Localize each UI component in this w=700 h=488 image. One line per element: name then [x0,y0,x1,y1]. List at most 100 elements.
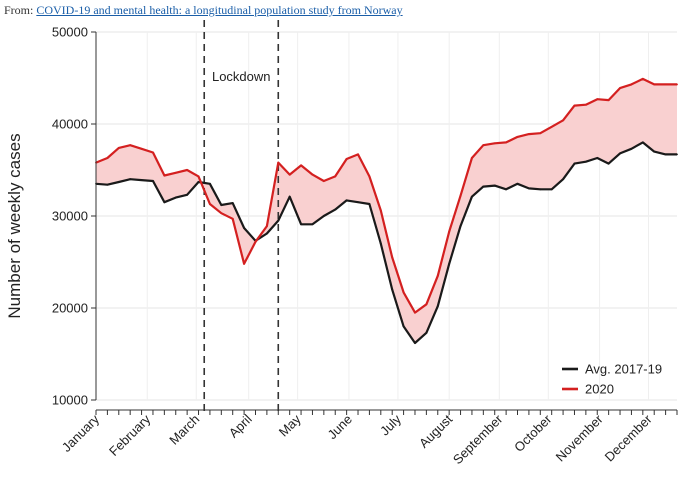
data-point [231,217,234,220]
data-point [630,83,633,86]
x-tick-label: August [416,411,455,450]
data-point [653,150,656,153]
data-point [459,194,462,197]
data-point [106,157,109,159]
data-point [140,147,143,150]
data-point [288,173,291,176]
axes: 10000 20000 30000 40000 50000 January February… [52,25,678,467]
data-point [152,151,154,154]
data-point [163,201,166,204]
x-tick-label: October [511,411,555,455]
data-point [368,175,371,178]
y-axis-label: Number of weekly cases [5,133,24,318]
data-point [254,240,257,243]
data-point [220,212,223,215]
data-point [288,195,291,198]
data-point [539,132,542,135]
legend-label: Avg. 2017-19 [585,362,662,377]
data-point [448,230,451,233]
data-point [174,171,177,174]
source-prefix: From: [4,3,34,17]
x-tick-label: April [226,411,255,440]
data-point [357,153,359,156]
data-point [653,83,656,86]
data-point [664,83,667,86]
data-point [311,223,314,226]
data-point [117,147,120,149]
data-point [152,180,154,182]
data-point [368,203,371,205]
data-point [528,187,530,190]
data-point [209,203,211,205]
data-point [619,152,621,155]
data-point [345,158,348,160]
data-point [528,133,530,136]
data-point [391,256,394,259]
x-tick-label: July [377,411,404,438]
data-point [186,193,189,196]
data-point [414,342,416,344]
data-point [425,331,428,334]
data-point [607,99,610,101]
x-tick-label: February [106,411,154,459]
data-point [516,135,519,138]
data-point [664,153,667,156]
legend: Avg. 2017-19 2020 [562,362,662,397]
y-tick-label: 40000 [52,117,88,132]
data-point [584,103,587,106]
data-point [641,78,644,80]
data-point [550,188,553,191]
data-point [505,141,508,144]
data-point [619,87,621,90]
data-point [493,142,496,145]
data-point [516,182,519,185]
data-point [676,153,678,156]
data-point [334,208,337,211]
data-point [277,219,280,222]
data-point [140,179,143,182]
source-article-link[interactable]: COVID-19 and mental health: a longitudin… [36,3,403,17]
data-point [129,178,132,181]
data-point [265,232,268,235]
data-point [163,174,166,177]
data-point [334,175,337,178]
data-point [277,161,280,164]
data-point [471,157,473,159]
data-point [584,160,587,163]
data-point [596,157,599,159]
data-point [607,162,610,165]
data-point [197,175,200,178]
data-point [174,196,177,199]
data-point [106,183,109,186]
series-line-avg-2017-19 [95,141,677,345]
data-point [220,204,223,206]
data-point [596,98,599,101]
data-point [539,188,542,191]
data-point [573,104,576,107]
difference-fill-area [96,78,677,344]
y-tick-label: 50000 [52,25,88,40]
x-tick-label: December [602,411,655,464]
data-point [402,291,405,294]
data-point [448,262,451,265]
data-point [493,184,496,187]
data-point [300,223,302,226]
data-point [550,125,553,128]
data-point [379,242,382,245]
data-point [345,199,348,202]
data-point [414,311,416,314]
source-citation: From: COVID-19 and mental health: a long… [4,3,403,18]
data-point [641,141,644,144]
data-point [482,144,485,147]
data-point [436,274,439,277]
x-tick-label: January [59,411,103,455]
data-point [436,305,439,308]
data-point [265,225,268,228]
legend-label: 2020 [585,382,614,397]
data-point [471,195,473,198]
data-point [505,188,508,191]
data-point [459,225,462,228]
data-point [425,303,428,306]
data-point [300,164,302,167]
